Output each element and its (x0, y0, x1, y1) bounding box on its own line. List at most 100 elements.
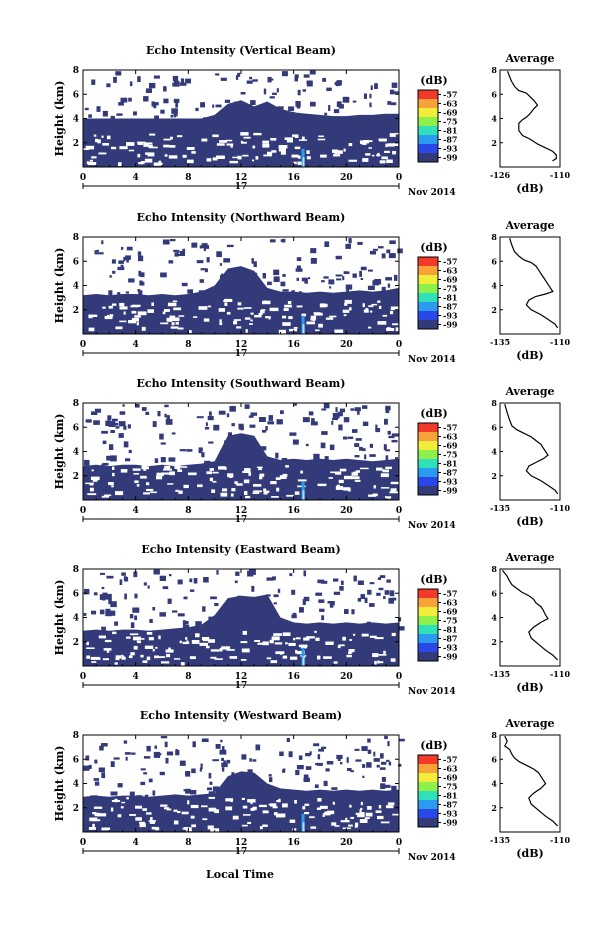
echo-cell (383, 792, 390, 795)
echo-cell (174, 80, 180, 87)
echo-cell (391, 433, 399, 437)
echo-gap (386, 328, 395, 331)
echo-gap (97, 139, 101, 144)
echo-gap (112, 466, 115, 470)
echo-gap (146, 488, 154, 492)
echo-cell (381, 253, 386, 259)
echo-gap (296, 305, 303, 308)
echo-gap (173, 658, 181, 660)
echo-cell (328, 279, 335, 285)
echo-cell (91, 79, 96, 85)
echo-gap (139, 821, 145, 824)
strong-echo-core (302, 157, 305, 167)
echo-gap (378, 305, 382, 309)
echo-cell (294, 76, 298, 82)
echo-cell (191, 242, 198, 248)
echo-gap (242, 470, 251, 473)
echo-cell (267, 421, 275, 425)
echo-cell (277, 588, 281, 593)
y-tick-label: 8 (73, 233, 79, 243)
echo-cell (335, 407, 338, 413)
echo-gap (254, 315, 262, 318)
echo-gap (108, 305, 113, 309)
echo-cell (303, 570, 306, 577)
colorbar-swatch (418, 800, 438, 810)
colorbar-tick-label: -81 (443, 459, 457, 469)
echo-gap (126, 636, 131, 639)
echo-gap (163, 468, 172, 471)
echo-gap (166, 653, 171, 658)
echo-cell (397, 626, 405, 631)
echo-gap (387, 802, 395, 806)
echo-gap (380, 821, 390, 824)
echo-gap (250, 312, 254, 315)
echo-cell (195, 621, 202, 627)
echo-cell (213, 424, 220, 431)
echo-cell (113, 122, 117, 126)
echo-cell (282, 289, 289, 292)
colorbar-swatch (418, 441, 438, 451)
echo-gap (316, 807, 322, 810)
echo-cell (306, 80, 313, 87)
echo-cell (387, 430, 391, 435)
echo-gap (117, 814, 122, 818)
echo-cell (276, 419, 283, 425)
echo-cell (308, 411, 314, 416)
echo-gap (286, 494, 294, 497)
echo-gap (102, 658, 109, 661)
echo-cell (398, 738, 405, 742)
echo-gap (156, 472, 164, 476)
echo-gap (231, 488, 236, 492)
echo-cell (221, 617, 227, 623)
echo-gap (259, 473, 265, 477)
echo-cell (294, 292, 299, 298)
echo-cell (262, 429, 267, 433)
echo-cell (159, 575, 166, 581)
avg-x-axis-label: (dB) (516, 182, 543, 195)
echo-cell (304, 115, 308, 119)
echo-cell (201, 243, 208, 249)
echo-gap (135, 805, 143, 809)
echo-gap (374, 637, 384, 640)
colorbar-swatch (418, 818, 438, 828)
echo-gap (267, 151, 273, 155)
echo-cell (394, 274, 398, 281)
echo-gap (218, 308, 225, 312)
echo-cell (183, 596, 188, 600)
echo-gap (206, 645, 210, 649)
echo-cell (292, 439, 299, 445)
echo-cell (128, 449, 132, 454)
echo-cell (354, 407, 361, 412)
echo-cell (244, 404, 250, 409)
echo-cell (296, 265, 301, 270)
echo-cell (310, 101, 316, 107)
echo-gap (323, 656, 332, 659)
echo-region (83, 771, 399, 832)
echo-gap (232, 156, 240, 159)
echo-gap (229, 160, 238, 164)
echo-cell (295, 268, 303, 272)
avg-frame (499, 236, 561, 335)
echo-cell (345, 243, 351, 249)
echo-cell (141, 295, 149, 302)
colorbar-tick-label: -99 (443, 818, 458, 828)
echo-gap (92, 480, 98, 482)
echo-cell (137, 76, 141, 82)
echo-cell (131, 752, 136, 755)
echo-gap (144, 158, 153, 163)
echo-cell (317, 754, 321, 760)
echo-cell (273, 602, 277, 605)
echo-gap (102, 143, 109, 146)
echo-gap (338, 479, 344, 484)
echo-gap (381, 156, 388, 160)
echo-gap (109, 314, 114, 317)
echo-cell (361, 746, 368, 751)
echo-cell (381, 777, 386, 782)
echo-gap (315, 329, 320, 332)
echo-cell (220, 739, 223, 743)
echo-cell (272, 119, 278, 124)
echo-gap (166, 808, 172, 811)
echo-cell (258, 780, 263, 787)
echo-gap (156, 656, 166, 658)
echo-cell (340, 580, 344, 585)
